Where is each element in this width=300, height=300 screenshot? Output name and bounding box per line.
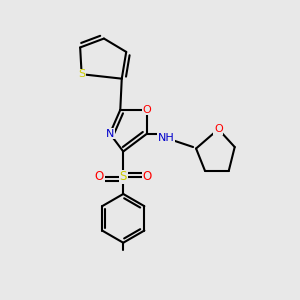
Text: NH: NH [158,133,175,142]
Text: O: O [142,170,152,183]
Text: S: S [120,170,127,183]
Text: O: O [214,124,223,134]
Text: O: O [143,105,152,115]
Text: N: N [106,129,114,139]
Text: S: S [78,69,85,79]
Text: O: O [95,170,104,183]
